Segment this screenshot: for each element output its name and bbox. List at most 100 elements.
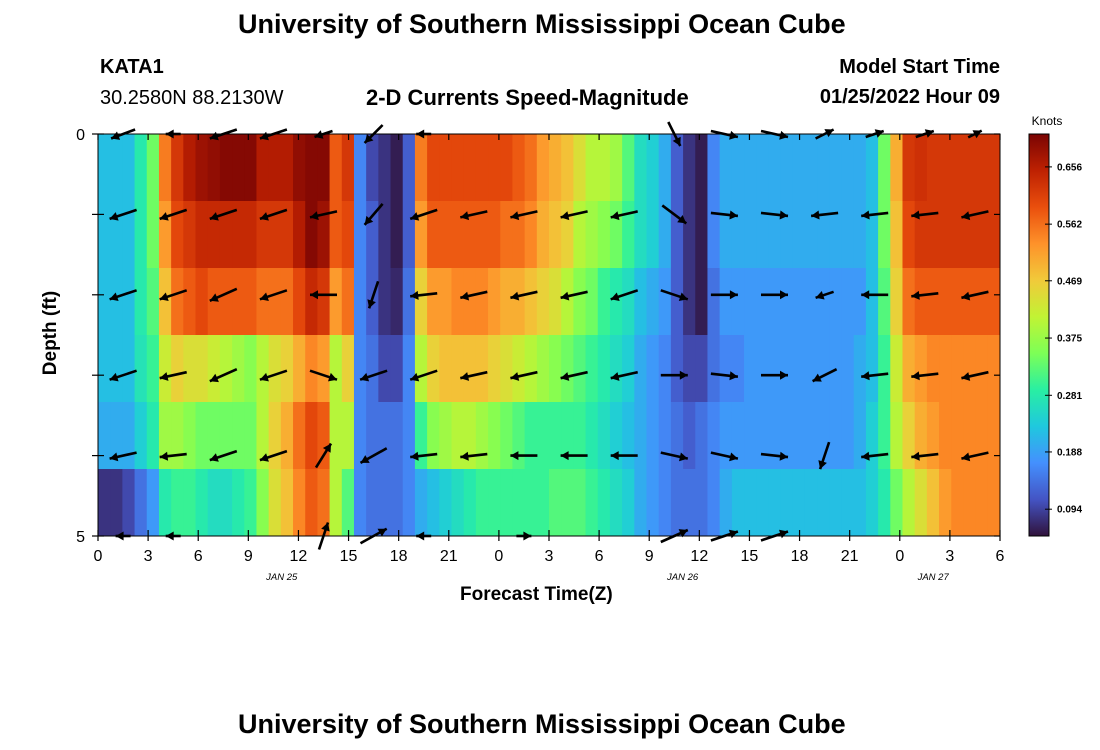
current-vector	[812, 368, 838, 383]
heat-cell	[817, 268, 830, 336]
heat-cell	[414, 335, 428, 403]
current-vector	[911, 210, 939, 220]
vector-head	[610, 372, 620, 381]
heat-cell	[219, 402, 233, 470]
heat-cell	[171, 268, 184, 336]
current-vector	[810, 210, 839, 220]
heat-cell	[707, 134, 721, 202]
heat-cell	[549, 134, 562, 202]
x-tick-label: 18	[791, 548, 809, 565]
heat-cell	[707, 201, 721, 269]
heat-cell	[561, 402, 574, 470]
heat-cell	[402, 335, 416, 403]
heat-cell	[171, 335, 184, 403]
heat-cell	[549, 201, 562, 269]
heat-cell	[98, 402, 111, 470]
heat-cell	[317, 335, 331, 403]
heat-cell	[134, 268, 148, 336]
heat-cell	[414, 402, 428, 470]
heat-cell	[561, 134, 574, 202]
heat-cell	[536, 402, 550, 470]
heat-cell	[829, 402, 843, 470]
heat-cell	[329, 335, 343, 403]
current-vector	[610, 210, 638, 221]
heat-cell	[719, 335, 733, 403]
heat-cell	[500, 134, 514, 202]
vector-head	[510, 451, 519, 461]
vector-head	[961, 291, 971, 301]
current-vector	[660, 289, 689, 301]
heat-cell	[512, 335, 526, 403]
heat-cell	[183, 134, 197, 202]
current-vector	[710, 451, 739, 462]
heat-cell	[951, 335, 965, 403]
heat-cell	[841, 268, 855, 336]
heat-cell	[488, 335, 501, 403]
heat-cell	[451, 134, 465, 202]
heat-cell	[890, 402, 904, 470]
vector-head	[815, 291, 825, 300]
heat-cell	[987, 268, 1000, 336]
x-tick-label: 15	[741, 548, 759, 565]
heat-cell	[439, 335, 453, 403]
heat-cell	[878, 335, 891, 403]
vector-head	[259, 212, 269, 221]
heat-cell	[951, 268, 965, 336]
current-vector	[310, 290, 337, 300]
current-vector	[861, 451, 889, 461]
vector-head	[109, 452, 119, 462]
heat-cell	[146, 201, 160, 269]
heat-cell	[451, 268, 465, 336]
heat-cell	[634, 201, 648, 269]
heat-cell	[463, 469, 477, 536]
heat-cell	[890, 469, 904, 536]
heat-cell	[731, 469, 745, 536]
x-tick-label: 6	[194, 548, 203, 565]
heat-cell	[427, 134, 440, 202]
vector-head	[460, 451, 469, 461]
vector-head	[410, 372, 420, 382]
heat-cell	[622, 402, 635, 470]
colorbar-tick-label: 0.562	[1057, 220, 1082, 231]
vector-head	[677, 215, 687, 224]
heat-cell	[756, 335, 770, 403]
heat-cell	[707, 469, 721, 536]
heat-cell	[195, 268, 209, 336]
current-vector	[410, 451, 438, 461]
heat-cell	[280, 402, 294, 470]
heat-cell	[646, 268, 660, 336]
heat-cell	[597, 134, 611, 202]
heat-cell	[232, 402, 245, 470]
heat-cell	[98, 469, 111, 536]
heat-cell	[646, 469, 660, 536]
current-vector	[209, 449, 238, 462]
heat-cell	[646, 201, 660, 269]
vector-head	[367, 299, 376, 309]
heat-cell	[829, 469, 843, 536]
colorbar-tick-label: 0.469	[1057, 276, 1082, 287]
heat-cell	[341, 469, 355, 536]
heat-cell	[878, 402, 891, 470]
vector-head	[510, 211, 520, 221]
heat-cell	[963, 201, 977, 269]
heat-cell	[573, 335, 587, 403]
heat-cell	[268, 134, 282, 202]
vector-head	[911, 451, 920, 461]
heat-cell	[731, 268, 745, 336]
x-tick-label: 12	[290, 548, 308, 565]
heat-cell	[719, 402, 733, 470]
vector-head	[779, 451, 788, 461]
heat-cell	[744, 201, 757, 269]
heat-cell	[183, 201, 197, 269]
heat-cell	[865, 469, 879, 536]
heat-cell	[268, 201, 282, 269]
heat-cell	[98, 268, 111, 336]
heat-cell	[939, 402, 952, 470]
heat-cell	[890, 201, 904, 269]
current-vector	[861, 371, 889, 381]
heat-cell	[463, 402, 477, 470]
vector-head	[610, 451, 619, 461]
heat-cell	[975, 335, 989, 403]
current-vector	[510, 290, 538, 301]
heat-cell	[865, 335, 879, 403]
